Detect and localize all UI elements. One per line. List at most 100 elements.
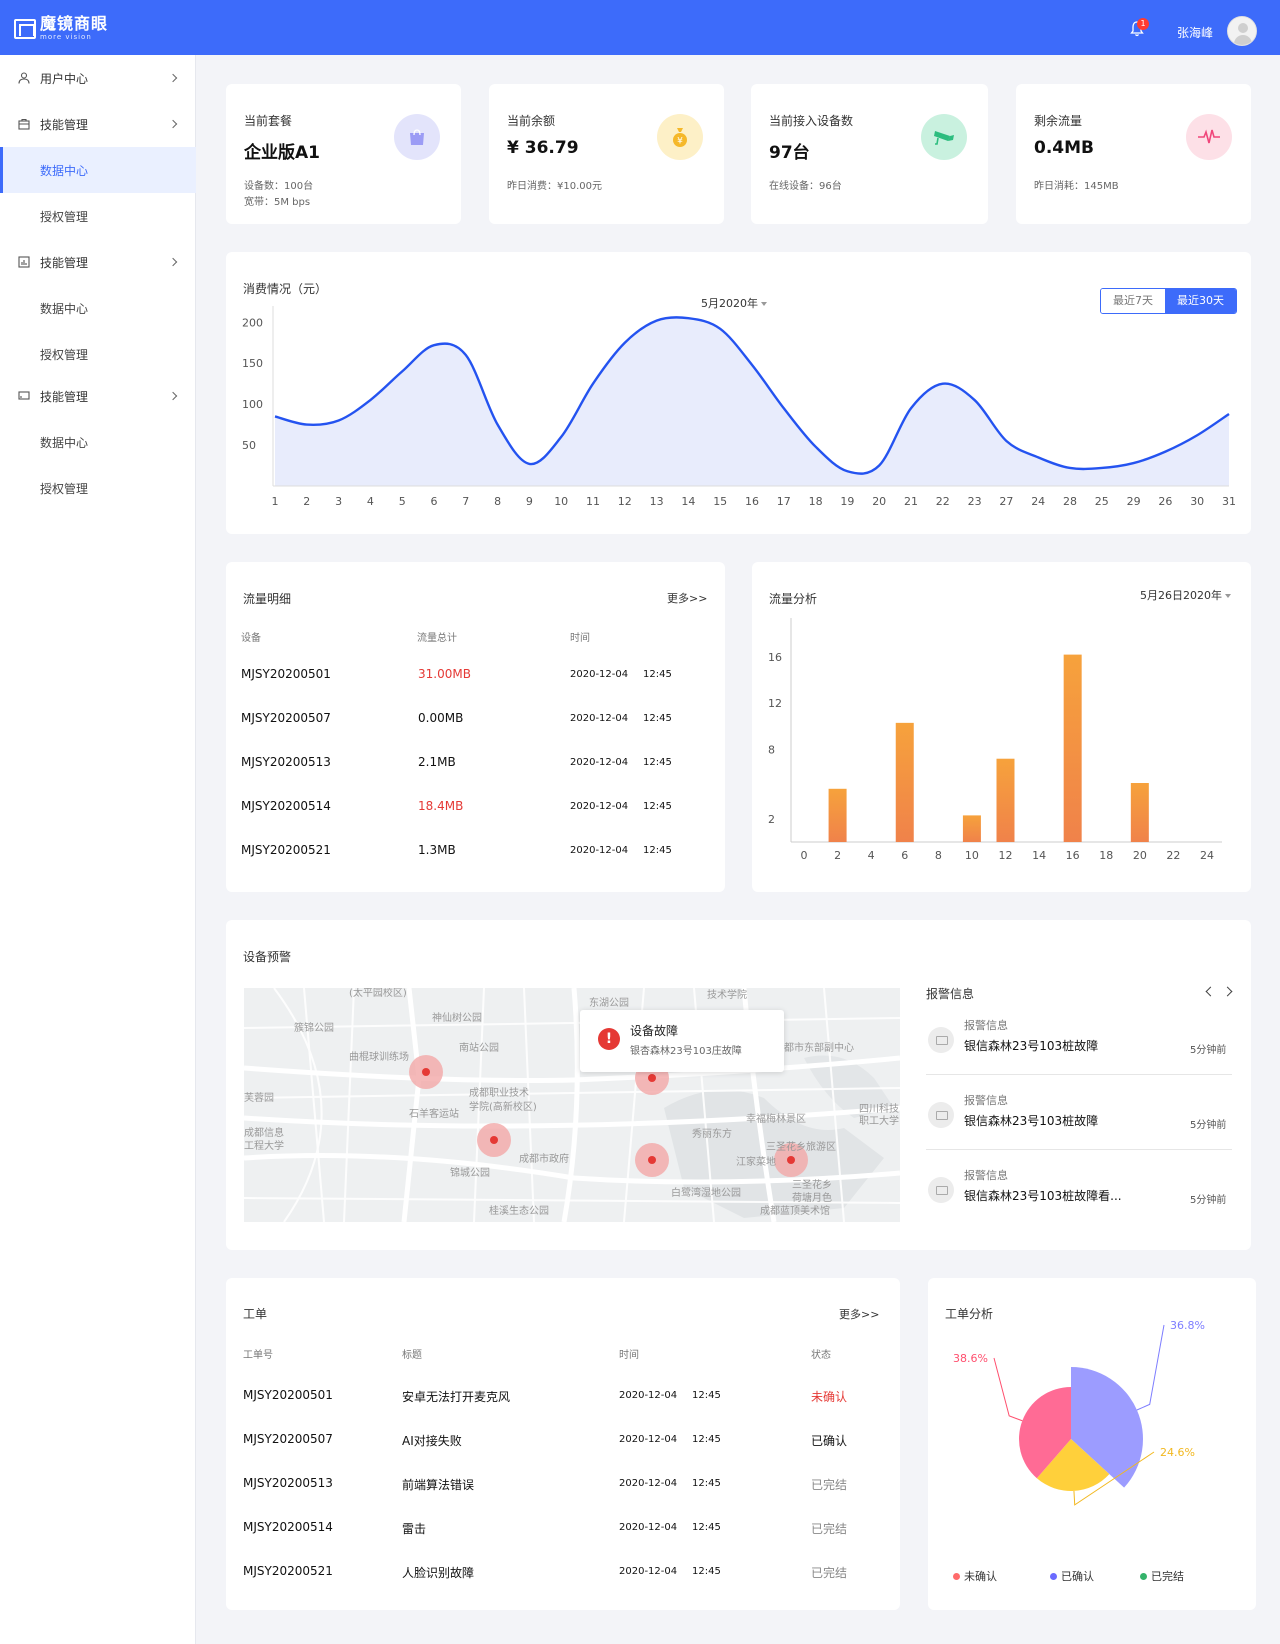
stat-icon-wrap xyxy=(1186,114,1232,160)
x-tick-label: 2 xyxy=(834,849,841,862)
map-label: 成都市政府 xyxy=(519,1152,569,1165)
month-select[interactable]: 5月2020年 xyxy=(701,295,767,311)
map-label: 都市东部副中心 xyxy=(784,1041,854,1054)
map[interactable]: (太平园校区) 东湖公园 技术学院 神仙树公园 簇锦公园 南站公园 曲棍球训练场… xyxy=(244,988,900,1222)
y-tick-label: 2 xyxy=(768,813,775,826)
camera-icon xyxy=(934,131,954,145)
map-label: 石羊客运站 xyxy=(409,1107,459,1120)
legend-item-confirmed: 已确认 xyxy=(1050,1568,1094,1584)
alarm-item[interactable]: 报警信息 银信森林23号103桩故障 5分钟前 xyxy=(926,1005,1232,1075)
pie-percent-label: 24.6% xyxy=(1160,1446,1195,1459)
chevron-right-icon xyxy=(168,73,178,83)
sidebar-item-auth-3[interactable]: 授权管理 xyxy=(0,465,196,511)
order-status: 已确认 xyxy=(811,1434,848,1448)
traffic-more-link[interactable]: 更多>> xyxy=(667,592,708,605)
map-popup[interactable]: ! 设备故障 银杏森林23号103庄故障 xyxy=(580,1010,784,1072)
order-id[interactable]: MJSY20200513 xyxy=(243,1476,333,1490)
sidebar-item-auth-2[interactable]: 授权管理 xyxy=(0,331,196,377)
order-status: 已完结 xyxy=(811,1522,848,1536)
order-id[interactable]: MJSY20200514 xyxy=(243,1520,333,1534)
map-label: 白鹭湾湿地公园 xyxy=(671,1186,741,1199)
order-id[interactable]: MJSY20200507 xyxy=(243,1432,333,1446)
pie-slice[interactable] xyxy=(1036,1439,1110,1491)
map-label: 成都蓝顶美术馆 xyxy=(760,1204,830,1217)
date-select-value: 5月26日2020年 xyxy=(1140,589,1222,602)
sidebar-item-data-center-1[interactable]: 数据中心 xyxy=(0,147,196,193)
legend-label: 未确认 xyxy=(964,1570,997,1583)
traffic-total: 0.00MB xyxy=(418,711,464,725)
range-30-days-button[interactable]: 最近30天 xyxy=(1165,289,1236,313)
avatar[interactable] xyxy=(1227,16,1257,46)
column-header: 状态 xyxy=(811,1350,831,1361)
legend-label: 已确认 xyxy=(1061,1570,1094,1583)
stat-icon-wrap: ¥ xyxy=(657,114,703,160)
map-label: 神仙树公园 xyxy=(432,1011,482,1024)
order-id[interactable]: MJSY20200501 xyxy=(243,1388,333,1402)
map-label: 职工大学 xyxy=(859,1114,899,1127)
map-label: 幸福梅林景区 xyxy=(746,1112,806,1125)
bar[interactable] xyxy=(1130,783,1149,842)
x-tick-label: 8 xyxy=(494,495,501,508)
x-tick-label: 6 xyxy=(431,495,438,508)
alarm-time: 5分钟前 xyxy=(1190,1120,1227,1131)
y-tick-label: 200 xyxy=(242,316,263,329)
bar[interactable] xyxy=(996,758,1015,842)
bar[interactable] xyxy=(962,815,981,842)
device-id: MJSY20200501 xyxy=(241,667,331,681)
sidebar-item-skills-1[interactable]: 技能管理 xyxy=(0,101,196,147)
x-tick-label: 4 xyxy=(367,495,374,508)
map-label: 成都信息 xyxy=(244,1126,284,1139)
chevron-right-icon xyxy=(168,257,178,267)
notification-badge: 1 xyxy=(1137,18,1149,30)
x-tick-label: 14 xyxy=(681,495,695,508)
username[interactable]: 张海峰 xyxy=(1177,26,1214,40)
column-header: 工单号 xyxy=(243,1350,273,1361)
sidebar-item-label: 用户中心 xyxy=(40,71,89,86)
stat-label: 当前接入设备数 xyxy=(769,114,854,128)
order-time: 12:45 xyxy=(692,1434,721,1445)
date-select[interactable]: 5月26日2020年 xyxy=(1140,587,1231,603)
column-header: 设备 xyxy=(241,633,261,644)
logo[interactable]: 魔镜商眼 more vision xyxy=(14,16,108,41)
month-select-value: 5月2020年 xyxy=(701,297,758,310)
map-label: 工程大学 xyxy=(244,1139,284,1152)
stat-value: 企业版A1 xyxy=(244,143,320,163)
traffic-total: 1.3MB xyxy=(418,843,456,857)
order-id[interactable]: MJSY20200521 xyxy=(243,1564,333,1578)
traffic-total: 31.00MB xyxy=(418,667,471,681)
bar[interactable] xyxy=(828,788,847,842)
x-tick-label: 25 xyxy=(1095,495,1109,508)
stat-sub: 设备数：100台 xyxy=(244,181,314,192)
range-7-days-button[interactable]: 最近7天 xyxy=(1101,289,1165,313)
bar-chart-icon xyxy=(18,256,30,268)
alarm-item[interactable]: 报警信息 银信森林23号103桩故障看... 5分钟前 xyxy=(926,1155,1232,1225)
pie-slice[interactable] xyxy=(1071,1367,1143,1488)
x-tick-label: 30 xyxy=(1190,495,1204,508)
sidebar-item-skills-3[interactable]: 技能管理 xyxy=(0,373,196,419)
sidebar-item-skills-2[interactable]: 技能管理 xyxy=(0,239,196,285)
device-id: MJSY20200514 xyxy=(241,799,331,813)
bar[interactable] xyxy=(895,722,914,842)
sidebar-item-data-center-2[interactable]: 数据中心 xyxy=(0,285,196,331)
orders-more-link[interactable]: 更多>> xyxy=(839,1308,880,1321)
alarm-item[interactable]: 报警信息 银信森林23号103桩故障 5分钟前 xyxy=(926,1080,1232,1150)
order-time: 12:45 xyxy=(692,1390,721,1401)
x-tick-label: 16 xyxy=(745,495,759,508)
order-date: 2020-12-04 xyxy=(619,1478,678,1489)
map-label: 三圣花乡 xyxy=(792,1178,832,1191)
x-tick-label: 31 xyxy=(1222,495,1236,508)
x-tick-label: 18 xyxy=(1099,849,1113,862)
bar[interactable] xyxy=(1063,654,1082,842)
message-icon xyxy=(928,1102,954,1128)
sidebar-item-user-center[interactable]: 用户中心 xyxy=(0,55,196,101)
stat-sub: 在线设备：96台 xyxy=(769,181,842,192)
pie-slice[interactable] xyxy=(1019,1387,1071,1479)
x-tick-label: 2 xyxy=(303,495,310,508)
logo-subtitle: more vision xyxy=(40,33,92,41)
sidebar-item-data-center-3[interactable]: 数据中心 xyxy=(0,419,196,465)
order-title: 前端算法错误 xyxy=(402,1478,475,1492)
x-tick-label: 15 xyxy=(713,495,727,508)
sidebar-item-auth-1[interactable]: 授权管理 xyxy=(0,193,196,239)
order-title: 雷击 xyxy=(402,1522,427,1536)
